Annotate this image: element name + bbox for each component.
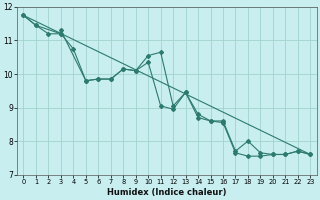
X-axis label: Humidex (Indice chaleur): Humidex (Indice chaleur) — [107, 188, 227, 197]
